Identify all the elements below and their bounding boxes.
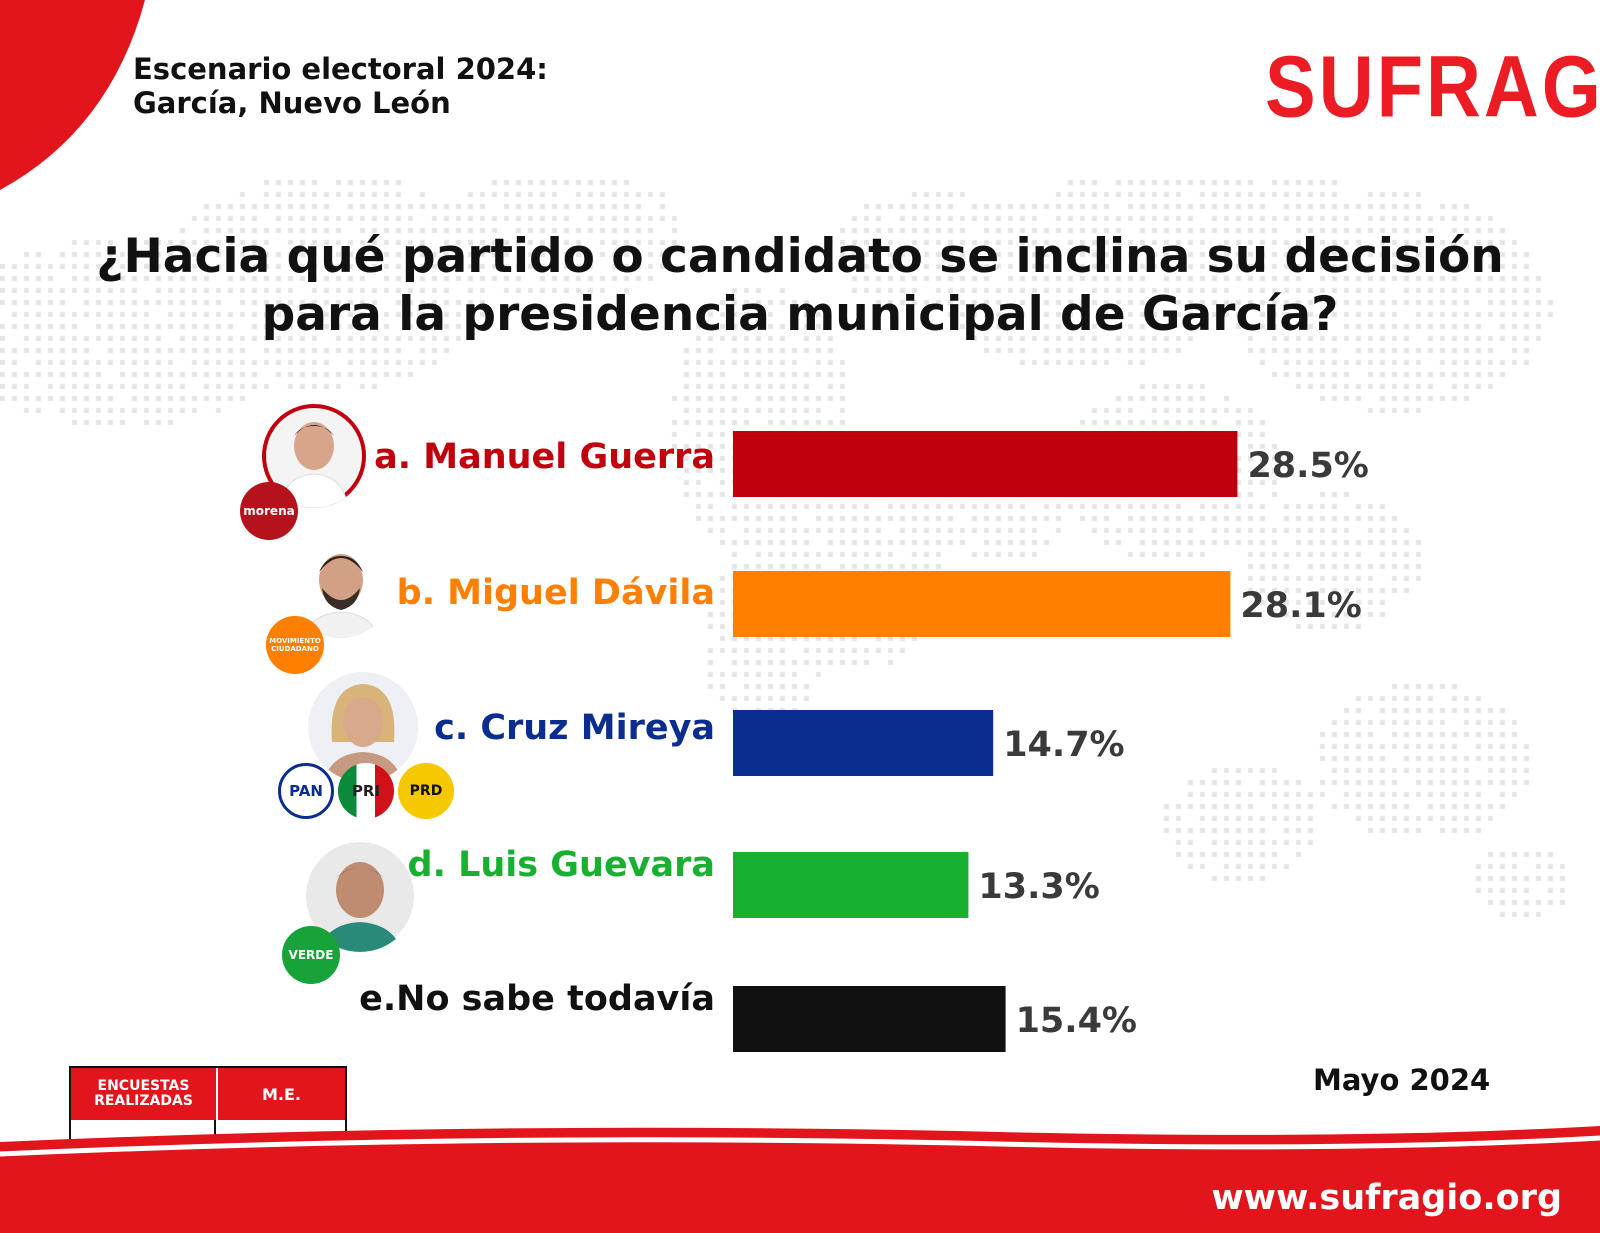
value-label-5: 15.4% [1016, 1001, 1137, 1041]
pan-logo-text: PAN [289, 782, 323, 800]
question-line-1: ¿Hacia qué partido o candidato se inclin… [96, 229, 1504, 284]
value-label-3: 14.7% [1003, 725, 1124, 765]
avatar-guevara [304, 840, 416, 952]
sufragio-logo: SUFRAGIO [1265, 30, 1600, 136]
prd-logo-badge: PRD [398, 763, 454, 819]
red-corner-arc [0, 0, 145, 190]
value-label-1: 28.5% [1247, 446, 1368, 486]
person-portrait-icon [303, 554, 379, 638]
website-link[interactable]: www.sufragio.org [1211, 1178, 1562, 1218]
pan-logo-badge: PAN [278, 763, 334, 819]
avatar-mireya [308, 672, 418, 782]
movimiento-ciudadano-logo-badge: MOVIMIENTO CIUDADANO [266, 616, 324, 674]
candidate-label-no-sabe: e.No sabe todavía [359, 979, 715, 1019]
table-header-me: M.E. [216, 1068, 345, 1120]
candidate-label-guevara: d. Luis Guevara [407, 845, 715, 885]
bar-2 [733, 571, 1231, 637]
table-header-encuestas: ENCUESTAS REALIZADAS [71, 1068, 216, 1120]
scenario-title: Escenario electoral 2024: [133, 52, 548, 86]
person-portrait-icon [306, 842, 414, 952]
scenario-location: García, Nuevo León [133, 86, 451, 120]
prd-logo-text: PRD [409, 783, 443, 799]
candidate-label-guerra: a. Manuel Guerra [374, 437, 715, 477]
question-line-2: para la presidencia municipal de García? [261, 287, 1339, 342]
morena-logo-badge: morena [240, 482, 298, 540]
red-footer-wave [0, 1126, 1600, 1233]
movimiento-ciudadano-logo-text: MOVIMIENTO CIUDADANO [269, 637, 321, 653]
brand-name: SUFRAGIO [1265, 38, 1600, 136]
verde-logo-text: VERDE [288, 948, 334, 962]
survey-date: Mayo 2024 [1313, 1063, 1491, 1097]
candidate-label-mireya: c. Cruz Mireya [434, 708, 715, 748]
pri-logo-text: PRI [351, 782, 381, 800]
value-label-4: 13.3% [978, 867, 1099, 907]
avatar-guerra [262, 404, 366, 508]
morena-logo-text: morena [243, 504, 295, 518]
survey-scenario: Escenario electoral 2024: García, Nuevo … [133, 52, 548, 120]
bar-5 [733, 986, 1006, 1052]
candidate-label-davila: b. Miguel Dávila [396, 573, 715, 613]
bar-4 [733, 852, 969, 918]
pri-logo-badge: PRI [338, 763, 394, 819]
value-label-2: 28.1% [1240, 586, 1361, 626]
chart-title: ¿Hacia qué partido o candidato se inclin… [40, 228, 1560, 344]
bar-3 [733, 710, 994, 776]
person-portrait-icon [266, 408, 362, 508]
bar-1 [733, 431, 1238, 497]
verde-logo-badge: VERDE [282, 926, 340, 984]
